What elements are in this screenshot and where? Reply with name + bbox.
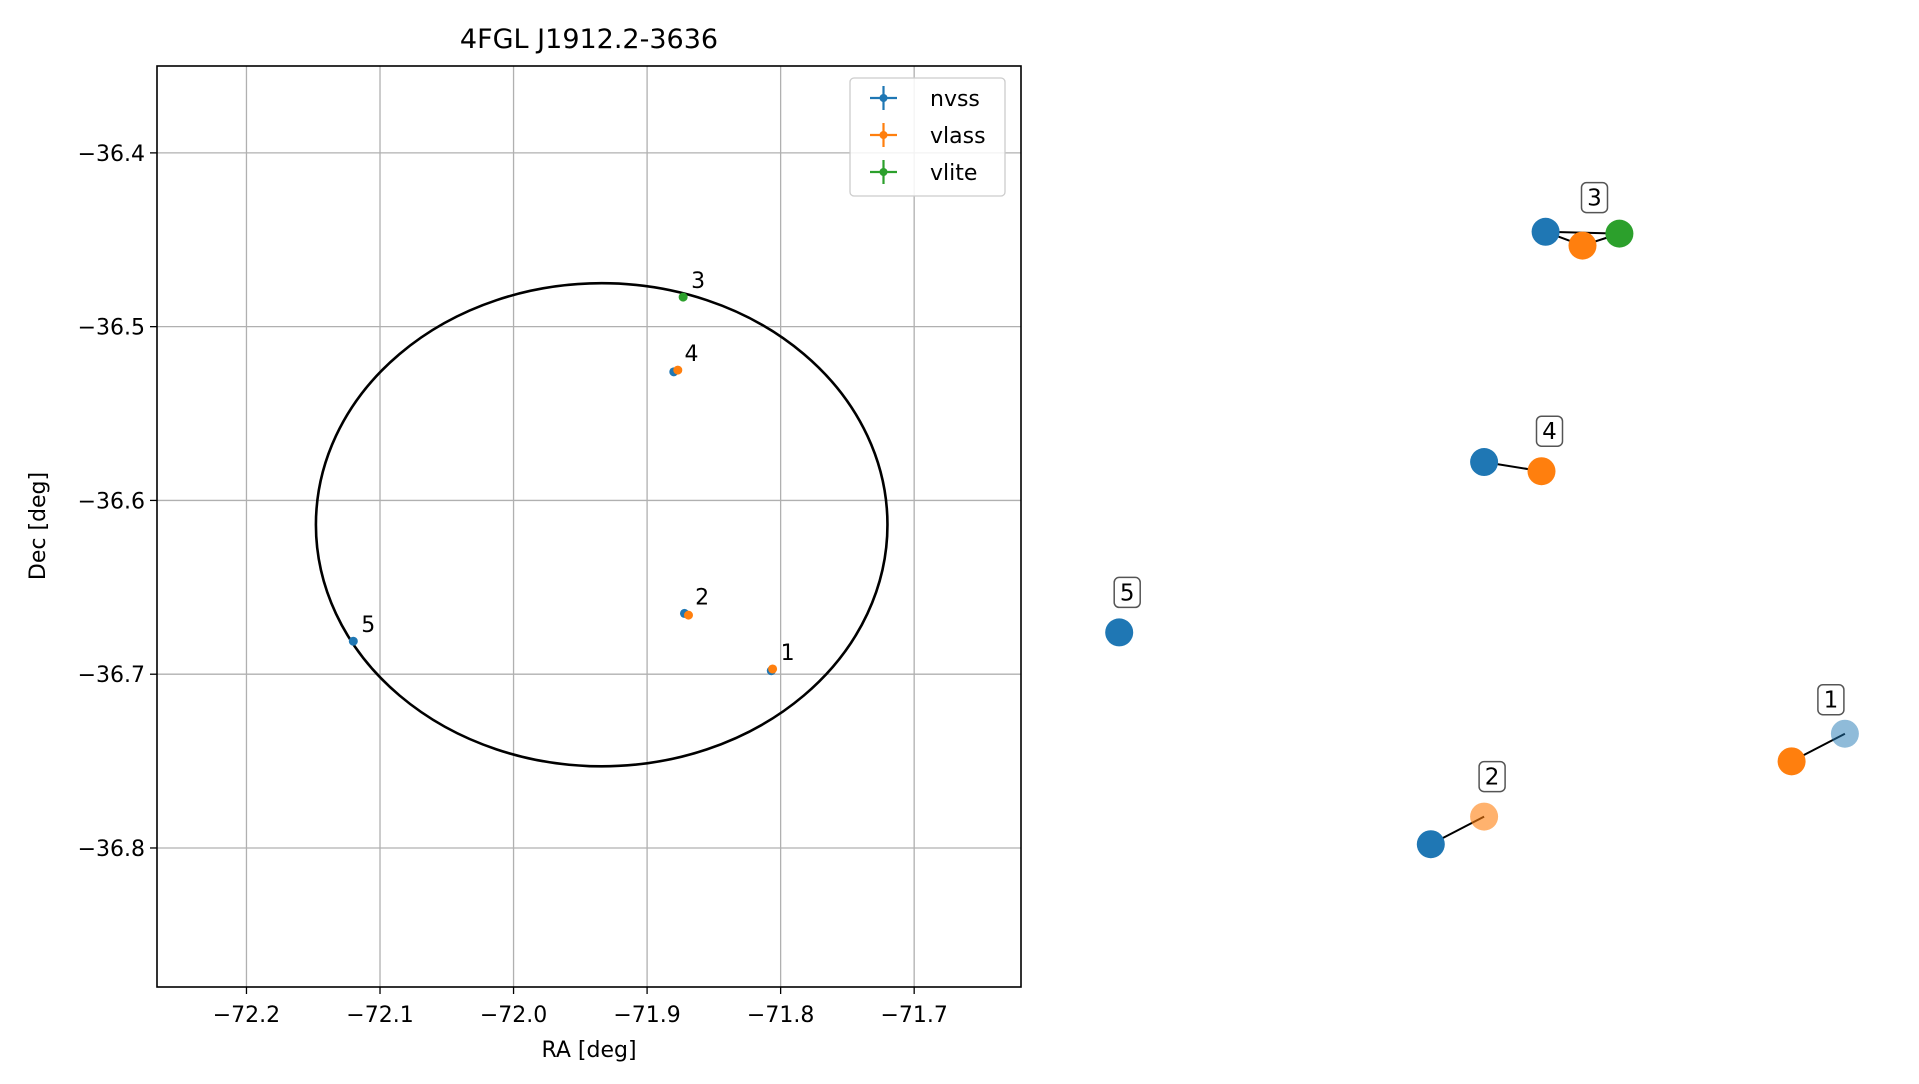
point-vlass — [683, 610, 693, 620]
legend-label: vlass — [930, 124, 986, 149]
node-vlass — [1568, 231, 1597, 260]
point-label: 3 — [691, 269, 705, 294]
point-vlass — [768, 664, 778, 674]
y-tick-label: −36.7 — [78, 663, 145, 688]
group-label-box — [1113, 576, 1141, 609]
group-label-box — [1535, 415, 1564, 447]
x-tick-label: −72.2 — [213, 1003, 280, 1028]
plot-frame — [156, 65, 1022, 988]
x-tick-label: −71.8 — [747, 1003, 814, 1028]
point-label: 2 — [695, 585, 709, 610]
node-nvss — [1531, 217, 1560, 246]
group-4: 4 — [1470, 415, 1564, 486]
group-label: 4 — [1542, 419, 1557, 445]
y-tick-label: −36.8 — [78, 837, 145, 862]
legend-label: vlite — [930, 161, 977, 186]
source-association-panel: 1 2 3 4 5 — [1105, 181, 1859, 859]
chart-title: 4FGL J1912.2-3636 — [460, 24, 718, 55]
point-label: 4 — [684, 342, 698, 367]
y-tick-label: −36.4 — [78, 142, 145, 167]
group-label-box — [1817, 683, 1845, 716]
localization-ellipse — [314, 281, 889, 768]
y-axis-label: Dec [deg] — [26, 472, 51, 580]
legend-label: nvss — [930, 87, 980, 112]
group-label: 5 — [1120, 580, 1135, 606]
point-vlass — [673, 365, 683, 375]
point-vlite — [678, 292, 688, 302]
x-tick-label: −71.7 — [880, 1003, 947, 1028]
ellipse-outline — [314, 281, 889, 768]
group-label: 3 — [1587, 186, 1602, 212]
node-vlass — [1527, 457, 1556, 486]
legend-marker-dot — [879, 94, 888, 102]
x-tick-label: −71.9 — [613, 1003, 680, 1028]
node-nvss — [1470, 448, 1499, 477]
node-vlite — [1605, 219, 1634, 248]
node-vlass — [1777, 747, 1806, 776]
node-vlass — [1470, 802, 1499, 831]
legend-entry-nvss: nvss — [870, 86, 980, 112]
y-ticks: −36.4 −36.5 −36.6 −36.7 −36.8 — [78, 142, 157, 862]
x-tick-label: −72.0 — [480, 1003, 547, 1028]
point-nvss — [348, 636, 358, 646]
group-2: 2 — [1416, 760, 1506, 859]
group-3: 3 — [1531, 181, 1634, 260]
y-tick-label: −36.6 — [78, 489, 145, 514]
legend: nvss vlass vlite — [849, 77, 1006, 197]
group-label-box — [1478, 760, 1506, 793]
grid — [157, 66, 1021, 987]
point-labels: 1 2 3 4 5 — [361, 269, 794, 666]
x-tick-label: −72.1 — [346, 1003, 413, 1028]
group-label-box — [1580, 181, 1609, 214]
y-tick-label: −36.5 — [78, 316, 145, 341]
legend-entry-vlite: vlite — [870, 160, 977, 186]
group-5: 5 — [1105, 576, 1141, 647]
node-nvss — [1416, 830, 1445, 859]
group-label: 2 — [1485, 765, 1500, 791]
node-nvss — [1830, 719, 1859, 748]
legend-frame — [849, 77, 1006, 197]
node-nvss — [1105, 618, 1134, 647]
group-label: 1 — [1824, 688, 1839, 714]
legend-entry-vlass: vlass — [870, 123, 986, 149]
x-axis-label: RA [deg] — [541, 1038, 636, 1063]
point-label: 5 — [361, 613, 375, 638]
point-label: 1 — [781, 641, 795, 666]
x-ticks: −72.2 −72.1 −72.0 −71.9 −71.8 −71.7 — [213, 987, 948, 1028]
data-points — [348, 292, 778, 676]
group-1: 1 — [1777, 683, 1859, 776]
legend-marker-dot — [879, 168, 888, 176]
legend-marker-dot — [879, 131, 888, 139]
